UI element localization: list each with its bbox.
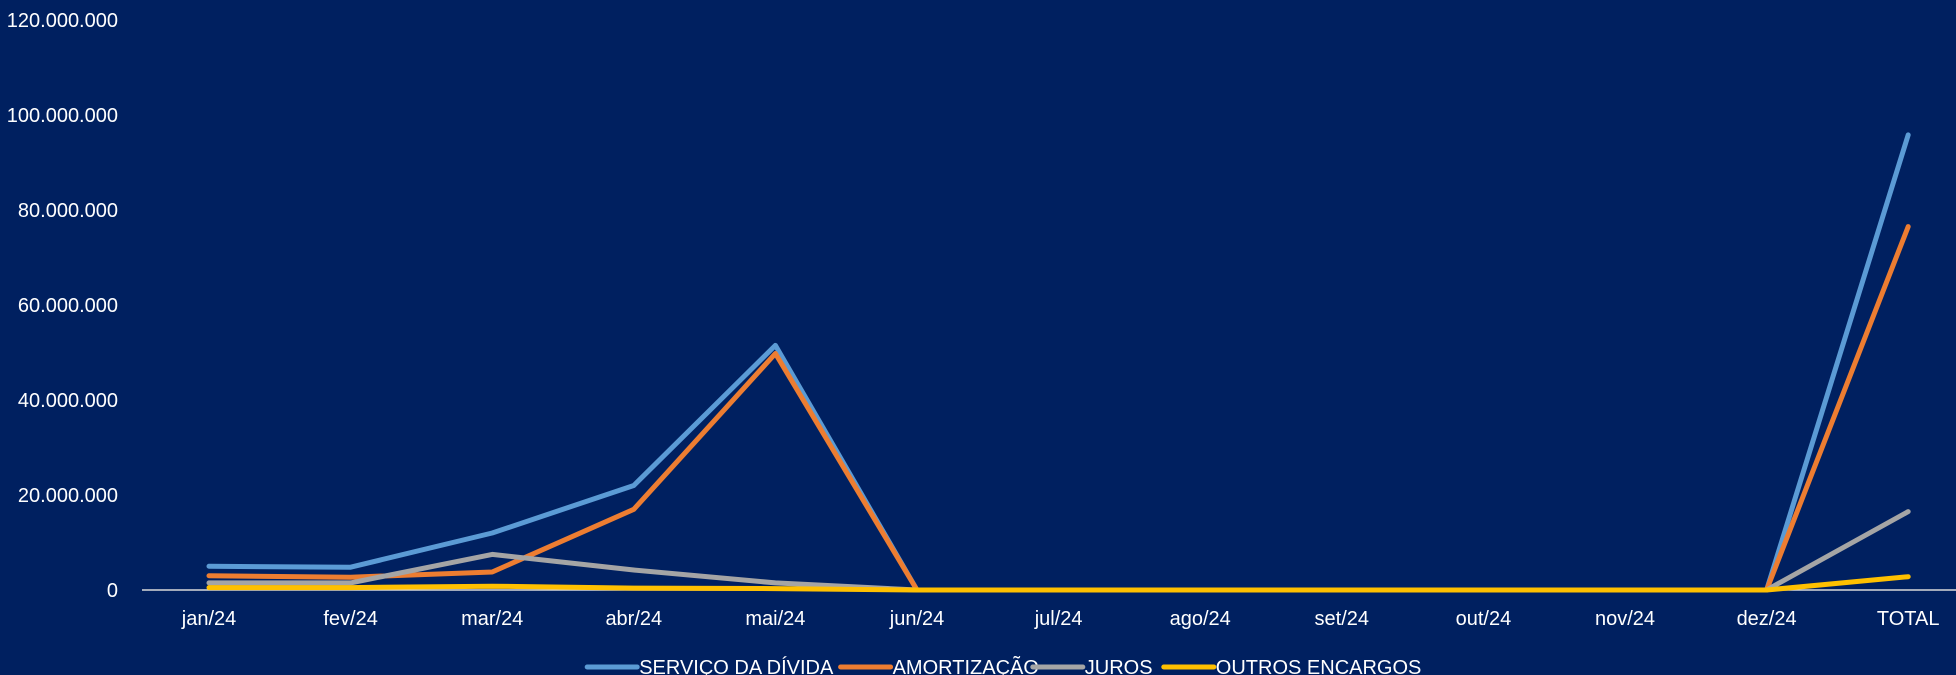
x-tick-label: out/24 bbox=[1456, 608, 1512, 630]
legend-label: SERVIÇO DA DÍVIDA bbox=[639, 656, 834, 675]
series-line-2 bbox=[206, 224, 1911, 593]
y-axis: 0 20.000.000 40.000.000 60.000.000 80.000.00… bbox=[7, 10, 118, 602]
y-tick-label: 80.000.000 bbox=[18, 200, 118, 222]
legend-item: OUTROS ENCARGOS bbox=[1161, 657, 1422, 675]
legend-label: JUROS bbox=[1085, 657, 1153, 675]
x-axis: jan/24 fev/24 mar/24 abr/24 mai/24 jun/24 jul/… bbox=[181, 608, 1940, 630]
series-lines bbox=[206, 132, 1911, 593]
x-tick-label: fev/24 bbox=[323, 608, 377, 630]
x-tick-label: dez/24 bbox=[1737, 608, 1797, 630]
series-line-1 bbox=[206, 132, 1911, 593]
x-tick-label: jun/24 bbox=[889, 608, 945, 630]
series-line-4 bbox=[206, 574, 1911, 593]
x-tick-label: jan/24 bbox=[181, 608, 237, 630]
legend: SERVIÇO DA DÍVIDA AMORTIZAÇÃO JUROS OUTROS … bbox=[584, 655, 1422, 675]
legend-label: AMORTIZAÇÃO bbox=[893, 655, 1039, 675]
legend-label: OUTROS ENCARGOS bbox=[1216, 657, 1422, 675]
x-tick-label: jul/24 bbox=[1034, 608, 1083, 630]
y-tick-label: 60.000.000 bbox=[18, 295, 118, 317]
y-tick-label: 0 bbox=[107, 580, 118, 602]
x-tick-label: abr/24 bbox=[605, 608, 662, 630]
y-tick-label: 100.000.000 bbox=[7, 105, 118, 127]
legend-item: SERVIÇO DA DÍVIDA bbox=[584, 656, 834, 675]
x-tick-label: TOTAL bbox=[1877, 608, 1940, 630]
x-tick-label: ago/24 bbox=[1170, 608, 1231, 630]
y-tick-label: 120.000.000 bbox=[7, 10, 118, 32]
x-tick-label: set/24 bbox=[1315, 608, 1369, 630]
x-tick-label: mar/24 bbox=[461, 608, 523, 630]
series-line-3 bbox=[206, 509, 1911, 593]
x-tick-label: nov/24 bbox=[1595, 608, 1655, 630]
x-tick-label: mai/24 bbox=[745, 608, 805, 630]
y-tick-label: 40.000.000 bbox=[18, 390, 118, 412]
legend-item: JUROS bbox=[1030, 657, 1153, 675]
y-tick-label: 20.000.000 bbox=[18, 485, 118, 507]
legend-item: AMORTIZAÇÃO bbox=[838, 655, 1039, 675]
